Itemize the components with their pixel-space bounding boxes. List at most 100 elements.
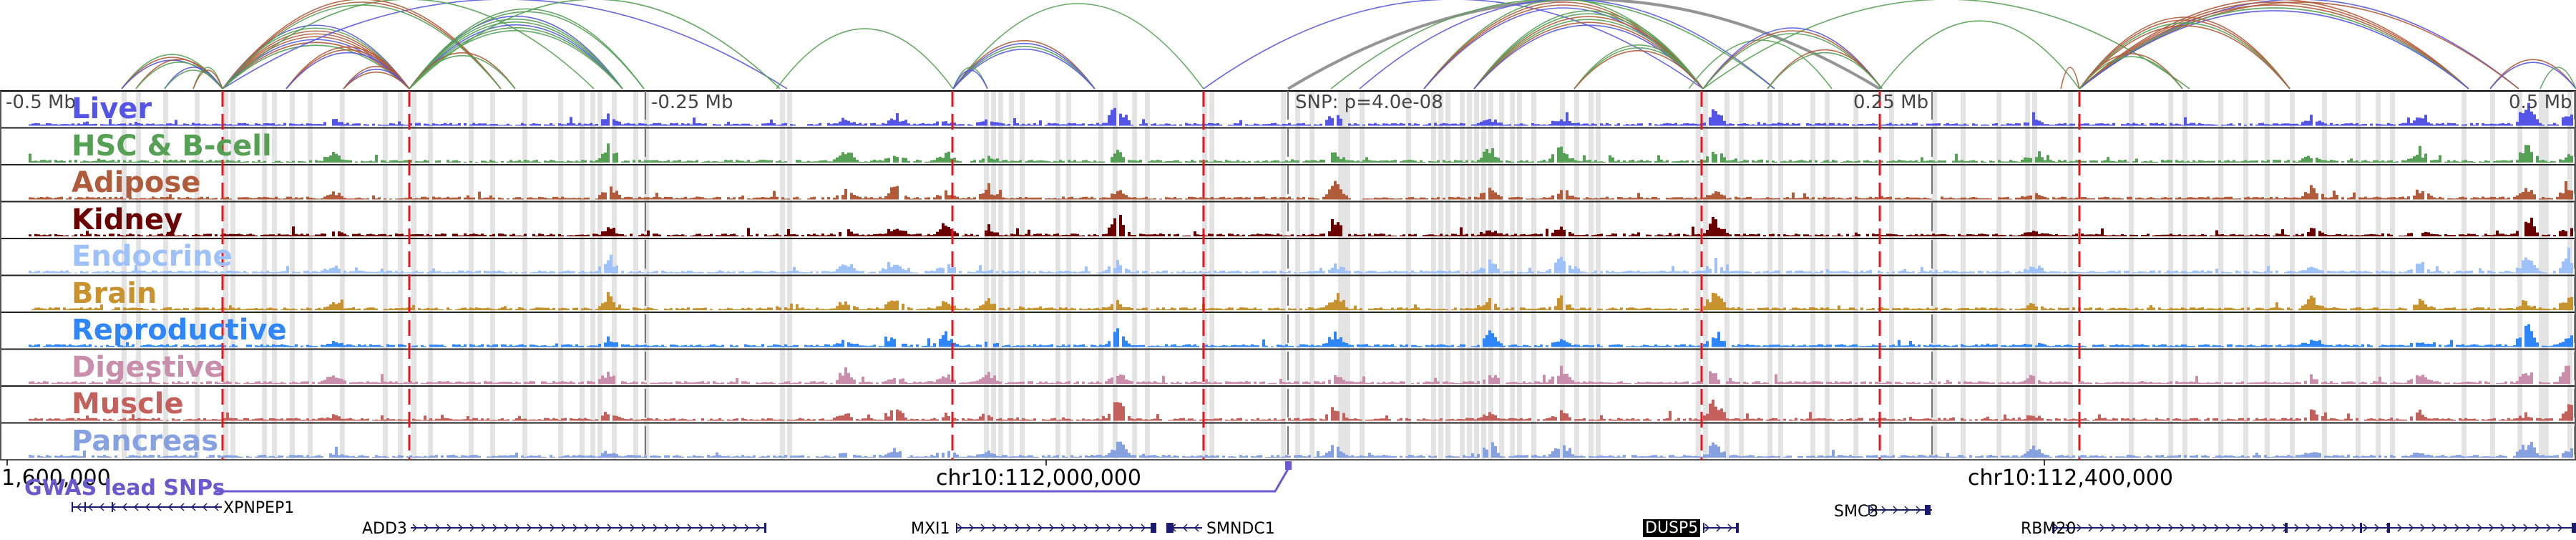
chromatin-loop-arc bbox=[2079, 1, 2469, 90]
strand-arrow-right-icon bbox=[515, 524, 521, 532]
chromatin-loop-arc bbox=[2079, 22, 2290, 90]
exon-block bbox=[2360, 523, 2362, 533]
gene-label-rbm20[interactable]: RBM20 bbox=[2021, 520, 2077, 538]
chromatin-loop-arc bbox=[2079, 10, 2469, 90]
track-label-muscle: Muscle bbox=[72, 387, 184, 420]
strand-arrow-left-icon bbox=[87, 503, 93, 511]
signal-track-reproductive bbox=[29, 324, 2573, 347]
coordinate-axis bbox=[6, 460, 2045, 466]
strand-arrow-right-icon bbox=[2306, 524, 2311, 532]
track-label-digestive: Digestive bbox=[72, 350, 224, 384]
strand-arrow-right-icon bbox=[424, 524, 429, 532]
chromatin-loop-arc bbox=[2079, 7, 2469, 90]
signal-track-liver bbox=[29, 102, 2573, 126]
strand-arrow-right-icon bbox=[721, 524, 727, 532]
strand-arrow-right-icon bbox=[2191, 524, 2197, 532]
strand-arrow-right-icon bbox=[733, 524, 738, 532]
strand-arrow-right-icon bbox=[2099, 524, 2105, 532]
strand-arrow-right-icon bbox=[1716, 524, 1722, 532]
strand-arrow-right-icon bbox=[2145, 524, 2151, 532]
strand-arrow-right-icon bbox=[538, 524, 544, 532]
gene-label-smc3[interactable]: SMC3 bbox=[1834, 503, 1879, 521]
strand-arrow-right-icon bbox=[527, 524, 532, 532]
scale-label-minus-0-25mb: -0.25 Mb bbox=[651, 92, 733, 113]
strand-arrow-right-icon bbox=[698, 524, 704, 532]
strand-arrow-right-icon bbox=[980, 524, 986, 532]
chromatin-loop-arc bbox=[409, 8, 645, 90]
strand-arrow-right-icon bbox=[1916, 506, 1921, 514]
strand-arrow-right-icon bbox=[1060, 524, 1066, 532]
strand-arrow-left-icon bbox=[156, 503, 162, 511]
gene-label-smndc1[interactable]: SMNDC1 bbox=[1206, 520, 1275, 538]
exon-block bbox=[2572, 523, 2576, 533]
signal-track-endocrine bbox=[29, 247, 2573, 274]
gene-label-xpnpep1[interactable]: XPNPEP1 bbox=[223, 499, 295, 517]
chromatin-loop-arc bbox=[1330, 0, 1775, 90]
scale-label-0-5mb: 0.5 Mb bbox=[2509, 92, 2572, 113]
strand-arrow-right-icon bbox=[2523, 524, 2529, 532]
gene-label-dusp5[interactable]: DUSP5 bbox=[1643, 519, 1701, 537]
strand-arrow-right-icon bbox=[2088, 524, 2094, 532]
strand-arrow-right-icon bbox=[1881, 506, 1887, 514]
strand-arrow-right-icon bbox=[618, 524, 624, 532]
chromatin-loop-arc bbox=[952, 46, 1096, 90]
gene-label-mxi1[interactable]: MXI1 bbox=[911, 520, 950, 538]
exon-block bbox=[72, 502, 73, 512]
chromatin-loop-arc bbox=[2079, 56, 2183, 90]
strand-arrow-right-icon bbox=[1026, 524, 1032, 532]
signal-bars bbox=[29, 324, 2573, 347]
gene-model-mxi1 bbox=[956, 523, 1156, 533]
chromatin-loop-arc bbox=[343, 68, 410, 90]
signal-track-muscle bbox=[29, 400, 2573, 421]
strand-arrow-right-icon bbox=[710, 524, 716, 532]
strand-arrow-right-icon bbox=[550, 524, 555, 532]
chromatin-loop-arc bbox=[1767, 49, 1883, 90]
coordinate-label-112400000: chr10:112,400,000 bbox=[1968, 466, 2173, 491]
chromatin-loop-arc bbox=[222, 44, 410, 90]
chromatin-loop-arc bbox=[952, 49, 1096, 90]
chromatin-loop-arc bbox=[1702, 0, 2190, 90]
strand-arrow-right-icon bbox=[2054, 524, 2059, 532]
gwas-snp-marker bbox=[1285, 461, 1292, 470]
strand-arrow-left-icon bbox=[76, 503, 82, 511]
strand-arrow-right-icon bbox=[1038, 524, 1043, 532]
track-label-pancreas: Pancreas bbox=[72, 424, 219, 458]
strand-arrow-right-icon bbox=[2489, 524, 2494, 532]
exon-block bbox=[112, 502, 113, 512]
signal-track-hsc-b-cell bbox=[29, 143, 2573, 163]
strand-arrow-right-icon bbox=[687, 524, 693, 532]
chromatin-loop-arc bbox=[222, 1, 502, 90]
chromatin-loop-arc bbox=[1287, 0, 1881, 90]
chromatin-loop-arc bbox=[409, 21, 623, 90]
strand-arrow-right-icon bbox=[2237, 524, 2243, 532]
strand-arrow-left-icon bbox=[190, 503, 196, 511]
strand-arrow-left-icon bbox=[179, 503, 185, 511]
chromatin-loop-arc bbox=[409, 24, 623, 90]
strand-arrow-right-icon bbox=[2180, 524, 2185, 532]
strand-arrow-right-icon bbox=[1118, 524, 1123, 532]
strand-arrow-right-icon bbox=[1015, 524, 1020, 532]
chromatin-loop-arc bbox=[1574, 47, 1704, 90]
strand-arrow-right-icon bbox=[1893, 506, 1898, 514]
gene-label-add3[interactable]: ADD3 bbox=[362, 520, 407, 538]
strand-arrow-right-icon bbox=[458, 524, 464, 532]
strand-arrow-left-icon bbox=[1182, 524, 1188, 532]
chromatin-loop-arc bbox=[2079, 19, 2290, 90]
strand-arrow-right-icon bbox=[595, 524, 601, 532]
strand-arrow-left-icon bbox=[122, 503, 127, 511]
strand-arrow-right-icon bbox=[641, 524, 647, 532]
strand-arrow-right-icon bbox=[2431, 524, 2437, 532]
chromatin-loop-arc bbox=[1574, 50, 1704, 90]
chromatin-loop-arc bbox=[164, 67, 223, 90]
marker-lines bbox=[221, 91, 2575, 460]
track-label-hsc-b-cell: HSC & B-cell bbox=[72, 129, 272, 163]
strand-arrow-right-icon bbox=[504, 524, 509, 532]
strand-arrow-right-icon bbox=[1095, 524, 1101, 532]
chromatin-loop-arc bbox=[1473, 21, 1704, 90]
exon-block bbox=[2387, 523, 2390, 533]
gene-track bbox=[72, 502, 2576, 533]
chromatin-loop-arc bbox=[1702, 30, 1883, 90]
exon-block bbox=[1868, 505, 1870, 515]
strand-arrow-right-icon bbox=[664, 524, 670, 532]
chromatin-loop-arc bbox=[2079, 53, 2183, 90]
